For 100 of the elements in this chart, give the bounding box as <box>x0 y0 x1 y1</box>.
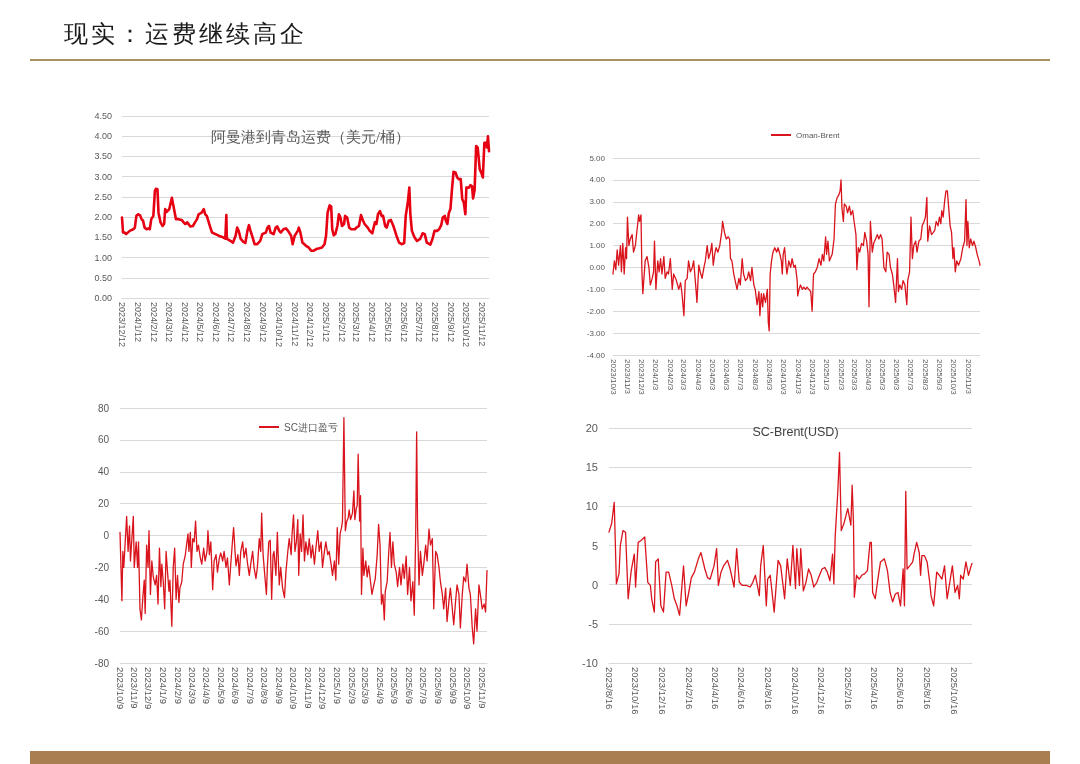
x-tick-label: 2023/11/3 <box>622 359 632 395</box>
y-tick-label: -80 <box>94 657 110 669</box>
x-tick-label: 2023/12/16 <box>656 667 668 715</box>
text: 现实：运费继续高企 <box>64 20 307 49</box>
y-tick-label: 1.00 <box>94 252 112 263</box>
y-tick-label: -1.00 <box>586 284 606 294</box>
x-tick-label: 2023/10/16 <box>630 667 642 715</box>
x-tick-label: 2025/8/12 <box>430 302 441 343</box>
y-tick-label: 2.50 <box>94 191 112 202</box>
x-tick-label: 2024/12/16 <box>816 667 828 715</box>
x-tick-label: 2024/11/9 <box>303 667 315 709</box>
y-tick-label: 4.00 <box>94 131 112 142</box>
y-tick-label: 20 <box>585 422 598 434</box>
x-tick-label: 2025/3/12 <box>351 302 362 343</box>
x-tick-label: 2024/9/12 <box>258 302 269 343</box>
y-tick-label: 80 <box>97 402 110 414</box>
x-tick-label: 2025/6/12 <box>398 302 409 343</box>
x-tick-label: 2025/5/9 <box>389 667 401 704</box>
x-tick-label: 2025/1/12 <box>321 302 332 343</box>
x-tick-label: 2024/5/3 <box>707 359 717 391</box>
x-tick-label: 2025/10/3 <box>949 359 959 396</box>
x-tick-label: 2023/10/9 <box>114 667 126 710</box>
x-tick-label: 2025/6/3 <box>892 359 902 391</box>
x-tick-label: 2024/1/3 <box>651 359 661 391</box>
x-tick-label: 2024/8/12 <box>242 302 253 343</box>
x-tick-label: 2024/1/12 <box>132 302 143 343</box>
x-tick-label: 2025/5/12 <box>382 302 393 343</box>
x-tick-label: 2025/4/3 <box>864 359 874 391</box>
x-tick-label: 2023/12/3 <box>636 359 646 396</box>
y-tick-label: -4.00 <box>586 350 606 360</box>
x-tick-label: 2024/4/16 <box>709 667 721 710</box>
x-tick-label: 2024/8/16 <box>762 667 774 710</box>
y-tick-label: 20 <box>97 498 110 510</box>
line-series <box>608 451 973 616</box>
y-tick-label: 3.00 <box>589 197 606 207</box>
x-tick-label: 2025/10/9 <box>462 667 474 710</box>
line-series <box>119 416 488 645</box>
y-tick-label: 3.50 <box>94 151 112 162</box>
y-tick-label: 1.50 <box>94 232 112 243</box>
x-tick-label: 2024/12/12 <box>305 302 316 348</box>
y-tick-label: -5 <box>588 617 598 630</box>
y-tick-label: 0.00 <box>589 262 606 272</box>
legend-label: SC进口盈亏 <box>284 421 338 433</box>
y-tick-label: 2.00 <box>589 219 606 229</box>
x-tick-label: 2024/3/3 <box>679 359 689 391</box>
x-tick-label: 2024/7/12 <box>226 302 237 343</box>
y-tick-label: -10 <box>582 657 598 669</box>
legend-label: Oman-Brent <box>796 130 841 140</box>
y-tick-label: -60 <box>94 625 110 637</box>
y-tick-label: 0 <box>103 530 110 541</box>
x-tick-label: 2025/2/12 <box>336 302 347 343</box>
x-tick-label: 2024/5/12 <box>195 302 206 343</box>
x-tick-label: 2024/12/3 <box>807 359 817 396</box>
y-tick-label: 40 <box>97 466 110 478</box>
y-tick-label: 15 <box>585 461 598 474</box>
x-tick-label: 2023/8/16 <box>603 667 615 710</box>
x-tick-label: 2024/3/12 <box>163 302 174 343</box>
x-tick-label: 2025/3/9 <box>360 667 372 704</box>
y-tick-label: 4.50 <box>94 111 112 121</box>
x-tick-label: 2025/1/9 <box>332 667 344 704</box>
x-tick-label: 2024/6/16 <box>736 667 748 710</box>
x-tick-label: 2024/8/9 <box>259 667 271 704</box>
x-tick-label: 2025/5/3 <box>878 359 888 391</box>
x-tick-label: 2025/6/16 <box>895 667 907 710</box>
x-tick-label: 2025/8/3 <box>920 359 930 391</box>
y-tick-label: 0 <box>591 578 598 591</box>
y-tick-label: 10 <box>585 500 598 513</box>
x-tick-label: 2024/2/3 <box>665 359 675 391</box>
x-tick-label: 2025/4/12 <box>367 302 378 343</box>
x-tick-label: 2024/11/3 <box>793 359 803 395</box>
x-tick-label: 2024/6/3 <box>722 359 732 391</box>
y-tick-label: 5.00 <box>589 153 606 163</box>
line-series <box>612 179 981 332</box>
x-tick-label: 2024/11/12 <box>289 302 300 347</box>
x-tick-label: 2025/9/12 <box>445 302 456 343</box>
x-tick-label: 2025/3/3 <box>849 359 859 391</box>
y-tick-label: 2.00 <box>94 212 112 223</box>
y-tick-label: -3.00 <box>586 328 606 338</box>
y-tick-label: -20 <box>94 561 110 573</box>
x-tick-label: 2024/10/3 <box>779 359 789 396</box>
y-tick-label: -40 <box>94 593 110 605</box>
x-tick-label: 2025/10/16 <box>948 667 960 715</box>
x-tick-label: 2025/2/9 <box>346 667 358 704</box>
y-tick-label: 60 <box>97 434 110 446</box>
x-tick-label: 2025/2/3 <box>836 359 846 391</box>
chart-title: SC-Brent(USD) <box>752 424 839 439</box>
x-tick-label: 2024/6/12 <box>211 302 222 343</box>
x-tick-label: 2025/7/9 <box>418 667 430 704</box>
x-tick-label: 2025/4/16 <box>868 667 880 710</box>
x-tick-label: 2024/1/9 <box>158 667 170 704</box>
x-tick-label: 2024/2/9 <box>172 667 184 704</box>
x-tick-label: 2025/7/12 <box>414 302 425 343</box>
x-tick-label: 2025/6/9 <box>404 667 416 704</box>
x-tick-label: 2024/12/9 <box>317 667 329 710</box>
x-tick-label: 2024/10/16 <box>789 667 801 715</box>
x-tick-label: 2024/10/9 <box>288 667 300 710</box>
x-tick-label: 2025/11/12 <box>477 302 488 347</box>
y-tick-label: 0.50 <box>94 272 112 283</box>
y-tick-label: 3.00 <box>94 171 112 182</box>
x-tick-label: 2024/2/16 <box>683 667 695 710</box>
